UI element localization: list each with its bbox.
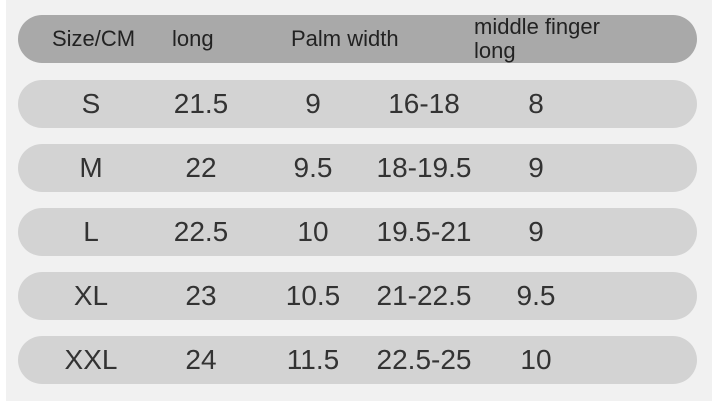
table-cell: 22 [185, 152, 217, 183]
table-cell: 10 [520, 344, 552, 375]
size-chart: Size/CM long Palm width middle finger lo… [6, 0, 712, 401]
table-cell: 24 [185, 344, 217, 375]
table-cell: 19.5-21 [376, 216, 472, 247]
table-cell: S [81, 88, 101, 119]
table-cell: 9 [305, 88, 321, 119]
table-cell: XXL [64, 344, 118, 375]
table-row: S 21.5 9 16-18 8 [18, 80, 697, 128]
table-cell: 21.5 [173, 88, 229, 119]
table-cell: 11.5 [286, 344, 340, 375]
table-cell: L [83, 216, 99, 247]
table-row: M 22 9.5 18-19.5 9 [18, 144, 697, 192]
table-cell: 10 [297, 216, 329, 247]
table-cell: 22.5 [173, 216, 229, 247]
table-row: XL 23 10.5 21-22.5 9.5 [18, 272, 697, 320]
table-cell: XL [73, 280, 109, 311]
table-cell: 22.5-25 [376, 344, 472, 375]
table-row: L 22.5 10 19.5-21 9 [18, 208, 697, 256]
table-cell: 8 [528, 88, 544, 119]
header-cell: Size/CM [52, 26, 136, 51]
table-cell: 16-18 [388, 88, 460, 119]
table-cell: 21-22.5 [376, 280, 472, 311]
header-cell: middle finger long [474, 14, 600, 63]
table-cell: M [79, 152, 103, 183]
header-cell: Palm width [291, 26, 399, 51]
table-cell: 9 [528, 216, 544, 247]
table-cell: 9.5 [293, 152, 333, 183]
table-cell: 23 [185, 280, 217, 311]
table-cell: 9.5 [516, 280, 556, 311]
table-cell: 10.5 [285, 280, 341, 311]
header-cell: long [172, 26, 214, 51]
table-row: XXL 24 11.5 22.5-25 10 [18, 336, 697, 384]
header-row: Size/CM long Palm width middle finger lo… [18, 15, 697, 63]
table-cell: 18-19.5 [376, 152, 472, 183]
table-cell: 9 [528, 152, 544, 183]
